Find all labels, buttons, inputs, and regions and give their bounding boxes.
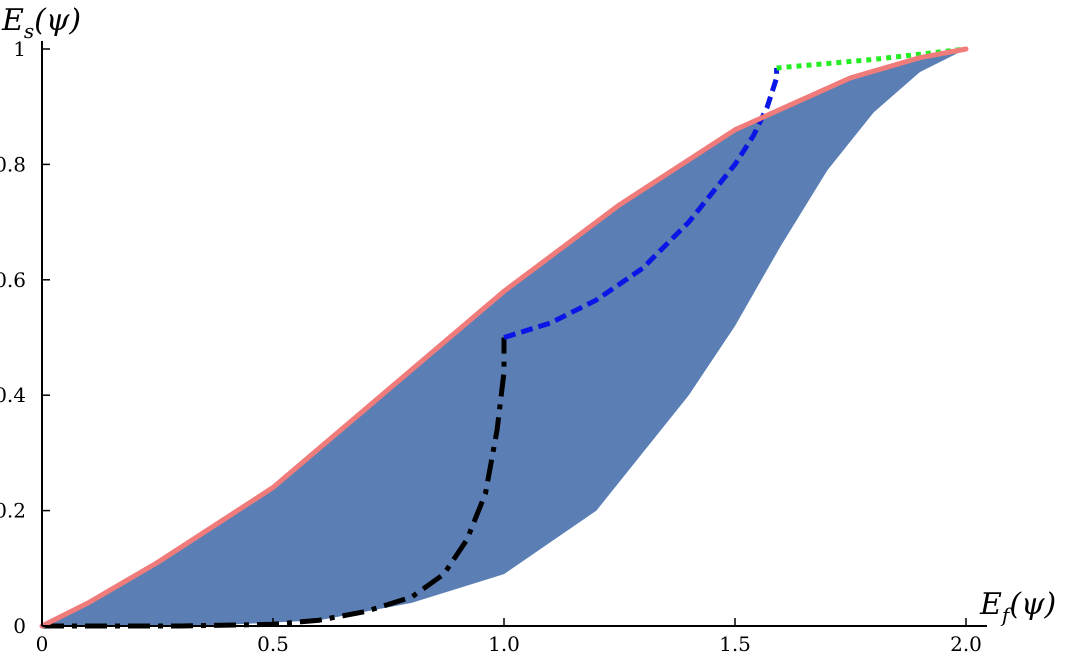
- axis-title-argument: (ψ): [34, 3, 81, 38]
- x-tick-label: 1.5: [719, 632, 751, 656]
- y-tick-label: 0.6: [0, 268, 26, 292]
- y-tick-label: 1: [13, 37, 26, 61]
- x-tick-label: 2.0: [950, 632, 982, 656]
- dotted-segment: [776, 46, 967, 71]
- x-tick-label: 1.0: [488, 632, 520, 656]
- x-axis-title: Ef(ψ): [979, 587, 1056, 627]
- axis-title-subscript: s: [24, 19, 34, 43]
- dash-dot-curve: [42, 337, 507, 629]
- y-tick-label: 0: [13, 614, 26, 638]
- upper-boundary-curve: [39, 46, 969, 629]
- axis-title-base: E: [979, 587, 1002, 622]
- y-axis-title: Es(ψ): [1, 3, 81, 43]
- ticks: 0 0.5 1.0 1.5 2.0 0 0.2 0.4 0.6 0.8 1: [0, 37, 982, 656]
- y-tick-label: 0.2: [0, 499, 26, 523]
- x-tick-label: 0: [36, 632, 49, 656]
- dashed-curve: [503, 68, 780, 340]
- plot-area: [39, 46, 969, 629]
- x-tick-label: 0.5: [257, 632, 289, 656]
- y-tick-label: 0.4: [0, 383, 26, 407]
- axis-title-argument: (ψ): [1009, 587, 1056, 622]
- axes: [41, 41, 987, 627]
- y-tick-label: 0.8: [0, 152, 26, 176]
- axis-title-base: E: [1, 3, 24, 38]
